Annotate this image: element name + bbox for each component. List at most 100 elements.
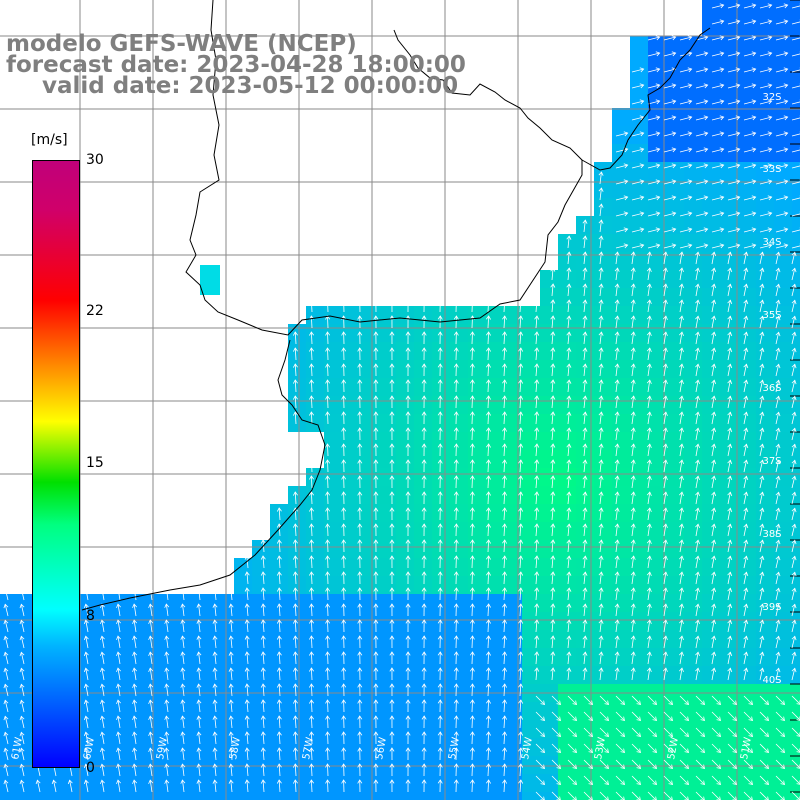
wind-arrow bbox=[19, 763, 25, 777]
wind-arrow bbox=[727, 727, 738, 738]
wind-arrow bbox=[743, 619, 749, 633]
wind-speed-cell bbox=[288, 756, 306, 774]
wind-speed-cell bbox=[200, 265, 220, 295]
wind-speed-cell bbox=[558, 432, 576, 450]
wind-speed-cell bbox=[774, 108, 792, 126]
wind-speed-cell bbox=[720, 432, 738, 450]
wind-arrow bbox=[615, 211, 629, 217]
wind-speed-cell bbox=[630, 216, 648, 234]
wind-arrow bbox=[341, 507, 347, 521]
wind-arrow bbox=[663, 759, 674, 770]
wind-arrow bbox=[421, 555, 427, 569]
wind-speed-cell bbox=[306, 324, 324, 342]
wind-speed-cell bbox=[540, 720, 558, 738]
wind-speed-cell bbox=[720, 198, 738, 216]
wind-arrow bbox=[437, 491, 443, 505]
wind-arrow bbox=[614, 619, 620, 633]
map-title: modelo GEFS-WAVE (NCEP) bbox=[6, 31, 357, 57]
wind-arrow bbox=[775, 523, 781, 537]
wind-speed-cell bbox=[684, 612, 702, 630]
wind-arrow bbox=[583, 711, 594, 722]
wind-speed-cell bbox=[594, 522, 612, 540]
wind-arrow bbox=[759, 131, 773, 137]
wind-arrow bbox=[567, 743, 578, 754]
wind-arrow bbox=[679, 131, 693, 137]
wind-speed-cell bbox=[0, 594, 18, 612]
wind-arrow bbox=[566, 379, 572, 393]
wind-arrow bbox=[614, 491, 620, 505]
wind-arrow bbox=[791, 3, 800, 9]
wind-arrow bbox=[711, 475, 717, 489]
wind-speed-cell bbox=[216, 630, 234, 648]
wind-arrow bbox=[148, 763, 154, 777]
wind-arrow bbox=[260, 587, 266, 601]
wind-arrow bbox=[437, 715, 443, 729]
wind-speed-cell bbox=[522, 342, 540, 360]
wind-arrow bbox=[646, 379, 652, 393]
wind-speed-cell bbox=[378, 360, 396, 378]
wind-arrow bbox=[711, 347, 717, 361]
wind-speed-cell bbox=[702, 792, 720, 800]
wind-speed-cell bbox=[612, 144, 630, 162]
wind-speed-cell bbox=[792, 306, 800, 324]
wind-arrow bbox=[695, 147, 709, 153]
wind-speed-cell bbox=[504, 378, 522, 396]
wind-arrow bbox=[743, 775, 754, 786]
wind-speed-cell bbox=[792, 36, 800, 54]
wind-arrow bbox=[405, 715, 411, 729]
wind-speed-cell bbox=[288, 522, 306, 540]
wind-arrow bbox=[646, 603, 652, 617]
wind-arrow bbox=[83, 763, 89, 777]
wind-arrow bbox=[405, 587, 411, 601]
wind-speed-cell bbox=[720, 594, 738, 612]
wind-arrow bbox=[598, 619, 604, 633]
wind-arrow bbox=[309, 603, 315, 617]
wind-arrow bbox=[646, 331, 652, 345]
wind-speed-cell bbox=[702, 378, 720, 396]
wind-arrow bbox=[599, 759, 610, 770]
wind-speed-cell bbox=[342, 702, 360, 720]
wind-arrow bbox=[711, 619, 717, 633]
wind-arrow bbox=[695, 427, 701, 441]
wind-speed-cell bbox=[792, 198, 800, 216]
wind-speed-cell bbox=[396, 720, 414, 738]
wind-arrow bbox=[566, 443, 572, 457]
wind-speed-cell bbox=[414, 702, 432, 720]
wind-speed-cell bbox=[198, 756, 216, 774]
wind-speed-cell bbox=[450, 324, 468, 342]
wind-arrow bbox=[711, 711, 722, 722]
wind-speed-cell bbox=[288, 558, 306, 576]
wind-arrow bbox=[244, 587, 250, 601]
wind-arrow bbox=[325, 651, 331, 665]
wind-speed-cell bbox=[162, 702, 180, 720]
wind-arrow bbox=[631, 131, 645, 137]
wind-speed-cell bbox=[522, 450, 540, 468]
wind-arrow bbox=[405, 427, 411, 441]
wind-arrow bbox=[341, 427, 347, 441]
wind-arrow bbox=[260, 763, 266, 777]
wind-arrow bbox=[485, 731, 491, 745]
wind-arrow bbox=[469, 667, 475, 681]
wind-speed-cell bbox=[90, 666, 108, 684]
wind-arrow bbox=[421, 539, 427, 553]
wind-speed-cell bbox=[738, 162, 756, 180]
wind-arrow bbox=[3, 619, 9, 633]
wind-arrow bbox=[534, 347, 540, 361]
wind-speed-cell bbox=[522, 414, 540, 432]
wind-arrow bbox=[775, 243, 789, 249]
wind-speed-cell bbox=[630, 180, 648, 198]
wind-arrow bbox=[502, 731, 508, 745]
wind-speed-cell bbox=[360, 630, 378, 648]
wind-arrow bbox=[614, 523, 620, 537]
wind-arrow bbox=[469, 523, 475, 537]
wind-arrow bbox=[566, 523, 572, 537]
wind-speed-cell bbox=[684, 648, 702, 666]
wind-arrow bbox=[373, 571, 379, 585]
wind-arrow bbox=[646, 299, 652, 313]
wind-arrow bbox=[695, 195, 709, 201]
wind-arrow bbox=[695, 99, 709, 105]
wind-speed-cell bbox=[558, 234, 576, 252]
wind-arrow bbox=[116, 635, 121, 649]
wind-arrow bbox=[453, 443, 459, 457]
